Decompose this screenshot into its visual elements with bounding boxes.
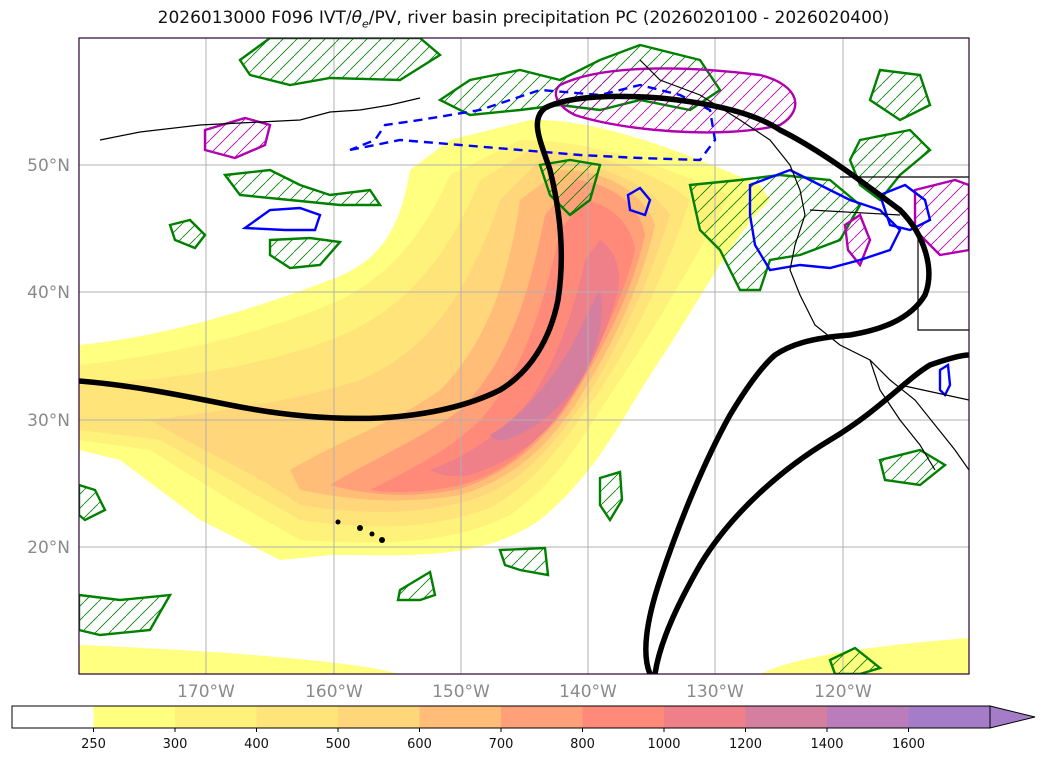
colorbar-segment (908, 706, 991, 728)
ivt-band-1200 (490, 290, 602, 441)
graticule (79, 38, 969, 674)
blue-contour-interior (878, 183, 932, 232)
lon-label-150w: 150°W (432, 682, 490, 702)
blue-contour-gulf (626, 186, 652, 217)
ivt-shading (79, 119, 969, 674)
green-region-south (828, 646, 883, 674)
colorbar-label: 800 (570, 737, 595, 752)
green-region-hawaii-2 (396, 570, 437, 602)
colorbar-segment (12, 706, 94, 728)
colorbar-label: 1400 (810, 737, 843, 752)
map-title: 2026013000 F096 IVT/θe/PV, river basin p… (0, 8, 1047, 30)
colorbar-segment (419, 706, 502, 728)
colorbar-label: 1200 (729, 737, 762, 752)
map-frame (78, 37, 970, 675)
green-region-sw-pacific (79, 593, 173, 637)
green-region-mid-pacific (598, 470, 624, 523)
coastline-north-america (639, 59, 969, 471)
lon-label-160w: 160°W (305, 682, 363, 702)
island-molokai (369, 531, 375, 537)
hawaii-islands (335, 519, 385, 543)
colorbar-label: 500 (326, 737, 351, 752)
state-border-mexico (899, 384, 969, 401)
colorbar-segment (338, 706, 420, 728)
lat-label-40n: 40°N (27, 283, 70, 303)
green-region-north (238, 38, 443, 87)
lat-label-30n: 30°N (27, 411, 70, 431)
title-theta: θ (351, 8, 362, 28)
colorbar-segment (175, 706, 257, 728)
blue-contour-baja (938, 362, 952, 398)
colorbar-segment (664, 706, 746, 728)
green-region-pnw (848, 128, 932, 202)
lon-label-130w: 130°W (686, 682, 744, 702)
colorbar-segment (745, 706, 828, 728)
colorbar-extend-arrow (989, 705, 1036, 729)
colorbar-label: 1600 (892, 737, 925, 752)
colorbar-label: 250 (81, 737, 106, 752)
colorbar-label: 600 (407, 737, 432, 752)
pv-contour (79, 93, 969, 674)
island-maui (379, 537, 385, 543)
title-theta-subscript: e (362, 17, 369, 31)
state-border-west (917, 235, 969, 331)
colorbar-segment (501, 706, 583, 728)
colorbar-segment (93, 706, 176, 728)
blue-contour-west (241, 206, 322, 232)
green-region-gulf (538, 158, 602, 217)
pv-contour-main (79, 93, 932, 674)
colorbar-label: 300 (163, 737, 188, 752)
coastline-aleutians (99, 97, 421, 141)
pv-contour-south (652, 352, 969, 674)
colorbar-segment (827, 706, 909, 728)
coastline-baja (869, 359, 936, 471)
ivt-band-800 (370, 200, 635, 493)
lon-label-140w: 140°W (559, 682, 617, 702)
map-content (79, 38, 969, 674)
green-region-interior (868, 68, 932, 122)
blue-contour-coast (748, 168, 902, 272)
colorbar-label: 700 (489, 737, 514, 752)
green-region-hawaii (498, 546, 550, 577)
magenta-region-oregon (843, 213, 872, 268)
colorbar-label: 400 (244, 737, 269, 752)
ivt-band-south (79, 645, 400, 674)
colorbar-segment (582, 706, 665, 728)
state-border-wa-or (809, 209, 901, 216)
title-prefix: 2026013000 F096 IVT/ (157, 8, 352, 28)
green-region-west-pacific-2 (268, 236, 343, 270)
lon-label-120w: 120°W (814, 682, 872, 702)
coastlines (99, 59, 969, 471)
lat-label-20n: 20°N (27, 538, 70, 558)
title-suffix: /PV, river basin precipitation PC (20260… (368, 8, 890, 28)
magenta-region-west (203, 116, 272, 160)
colorbar-label: 1000 (647, 737, 680, 752)
lat-label-50n: 50°N (27, 156, 70, 176)
island-oahu (357, 525, 363, 531)
island-kauai (335, 519, 341, 525)
colorbar: 250 300 400 500 600 700 800 1000 1200 1400 1600 (11, 705, 1036, 752)
green-region-west-pacific (222, 168, 383, 207)
lon-label-170w: 170°W (177, 682, 235, 702)
green-region-west-pacific-3 (168, 218, 207, 250)
green-region-west-edge (79, 483, 107, 522)
colorbar-segment (256, 706, 339, 728)
